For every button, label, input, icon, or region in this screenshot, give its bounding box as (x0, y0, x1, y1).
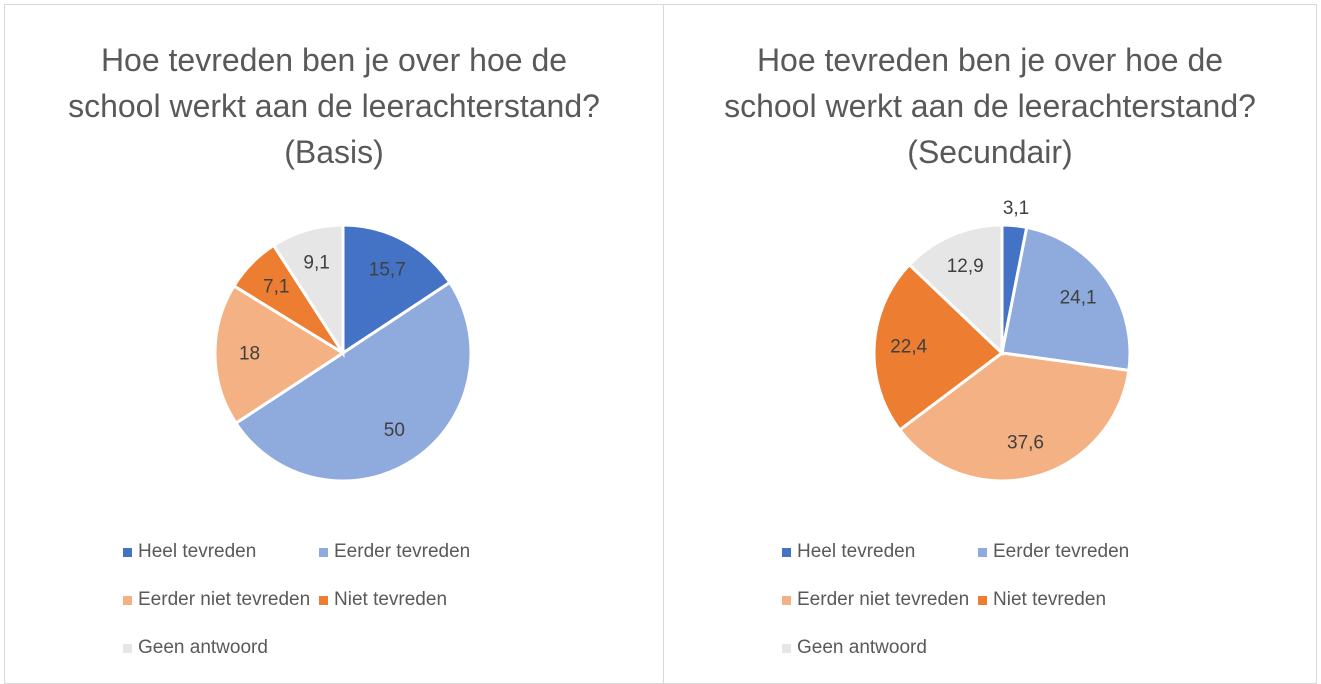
legend-item: Heel tevreden (123, 541, 319, 563)
legend-label: Geen antwoord (138, 637, 268, 658)
legend-item: Eerder niet tevreden (782, 589, 978, 611)
data-label: 50 (384, 420, 405, 441)
data-label: 37,6 (1007, 432, 1044, 453)
chart-title: Hoe tevreden ben je over hoe de school w… (724, 42, 1256, 170)
data-label: 7,1 (263, 277, 289, 298)
legend-item: Heel tevreden (782, 541, 978, 563)
legend-swatch (319, 595, 328, 605)
legend-item: Geen antwoord (782, 637, 978, 659)
legend-swatch (978, 547, 987, 557)
legend-label: Eerder niet tevreden (797, 589, 970, 610)
legend-label: Heel tevreden (797, 541, 916, 562)
legend-item: Niet tevreden (319, 589, 529, 611)
legend-item: Geen antwoord (123, 637, 319, 659)
legend-label: Geen antwoord (797, 637, 927, 658)
data-label: 24,1 (1060, 288, 1097, 309)
legend-label: Heel tevreden (138, 541, 257, 562)
data-label: 3,1 (1003, 198, 1029, 219)
legend-swatch (782, 595, 791, 605)
data-label: 12,9 (947, 256, 984, 277)
pie-slice (271, 223, 345, 359)
legend: Heel tevreden Eerder tevreden Eerder niet … (782, 541, 1188, 659)
legend-swatch (123, 547, 132, 557)
legend-swatch (782, 643, 791, 653)
pie-slice (341, 223, 452, 356)
legend-label: Niet tevreden (334, 589, 448, 610)
legend-swatch (978, 595, 987, 605)
legend: Heel tevreden Eerder tevreden Eerder niet … (123, 541, 529, 659)
legend-swatch (123, 595, 132, 605)
pie-slice (213, 283, 346, 426)
chart-panel: Hoe tevreden ben je over hoe de school w… (4, 4, 664, 684)
legend-label: Niet tevreden (993, 589, 1107, 610)
pie-chart: 3,1 24,1 37,6 22,4 12,9 (872, 198, 1132, 483)
data-label: 9,1 (303, 252, 329, 273)
chart-panel: Hoe tevreden ben je over hoe de school w… (663, 4, 1317, 684)
pie-slice (233, 280, 473, 483)
legend-swatch (123, 643, 132, 653)
legend-item: Eerder tevreden (978, 541, 1188, 563)
legend-item: Eerder tevreden (319, 541, 529, 563)
pie-slice (897, 351, 1131, 483)
pie-slice (907, 223, 1004, 357)
legend-swatch (782, 547, 791, 557)
legend-item: Niet tevreden (978, 589, 1188, 611)
legend-label: Eerder tevreden (334, 541, 471, 562)
chart-title: Hoe tevreden ben je over hoe de school w… (68, 42, 600, 170)
pie-slice (1000, 225, 1132, 373)
legend-label: Eerder tevreden (993, 541, 1130, 562)
legend-swatch (319, 547, 328, 557)
legend-label: Eerder niet tevreden (138, 589, 311, 610)
legend-item: Eerder niet tevreden (123, 589, 319, 611)
data-label: 18 (239, 343, 260, 364)
data-label: 15,7 (369, 260, 406, 281)
pie-chart: 15,7 50 18 7,1 9,1 (213, 223, 473, 483)
pie-slice (872, 262, 1005, 433)
data-label: 22,4 (890, 337, 927, 358)
